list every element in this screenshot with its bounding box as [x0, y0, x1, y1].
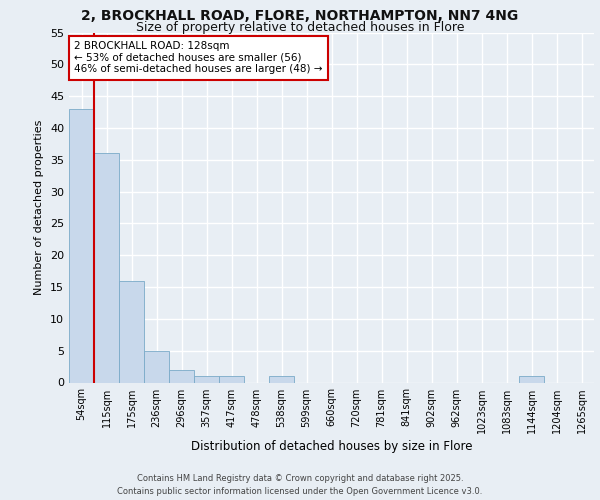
- Text: 2 BROCKHALL ROAD: 128sqm
← 53% of detached houses are smaller (56)
46% of semi-d: 2 BROCKHALL ROAD: 128sqm ← 53% of detach…: [74, 42, 323, 74]
- Text: Contains HM Land Registry data © Crown copyright and database right 2025.
Contai: Contains HM Land Registry data © Crown c…: [118, 474, 482, 496]
- Bar: [269, 376, 294, 382]
- Bar: [219, 376, 244, 382]
- Bar: [519, 376, 544, 382]
- Bar: [119, 280, 144, 382]
- Bar: [169, 370, 194, 382]
- Text: Size of property relative to detached houses in Flore: Size of property relative to detached ho…: [136, 21, 464, 34]
- Bar: [69, 109, 94, 382]
- Bar: [144, 350, 169, 382]
- Bar: [194, 376, 219, 382]
- Bar: [94, 154, 119, 382]
- X-axis label: Distribution of detached houses by size in Flore: Distribution of detached houses by size …: [191, 440, 472, 453]
- Text: 2, BROCKHALL ROAD, FLORE, NORTHAMPTON, NN7 4NG: 2, BROCKHALL ROAD, FLORE, NORTHAMPTON, N…: [82, 9, 518, 23]
- Y-axis label: Number of detached properties: Number of detached properties: [34, 120, 44, 295]
